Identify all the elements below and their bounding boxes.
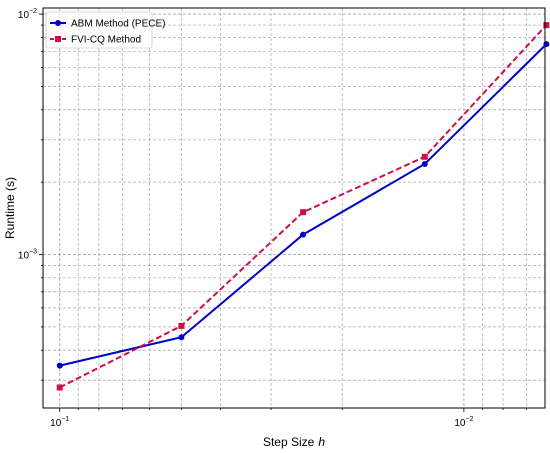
- y-tick-label: 10−3: [18, 249, 37, 262]
- series-1: [56, 41, 550, 369]
- x-tick-label: 10−1: [50, 416, 69, 429]
- x-tick-label-exponent: −1: [61, 416, 69, 423]
- data-point: [543, 41, 550, 48]
- grid: [43, 8, 545, 408]
- y-tick-label-base: 10: [18, 251, 30, 262]
- x-axis-label-variable: h: [318, 435, 325, 449]
- legend-swatch-marker: [55, 20, 61, 26]
- legend-label: ABM Method (PECE): [71, 19, 165, 30]
- legend-label: FVI-CQ Method: [71, 35, 141, 46]
- legend-box: [45, 11, 153, 49]
- legend-item: ABM Method (PECE): [50, 19, 165, 30]
- x-axis-label: Step Size h: [263, 435, 325, 449]
- series-layer: [56, 22, 550, 391]
- y-tick-label-exponent: −2: [29, 8, 37, 15]
- data-point: [421, 153, 428, 160]
- y-tick-label: 10−2: [18, 8, 37, 21]
- y-axis-label: Runtime (s): [3, 177, 17, 239]
- ticks: 10−1 10−210−310−2: [18, 8, 527, 429]
- y-tick-label-base: 10: [18, 10, 30, 21]
- plot-frame: [42, 7, 546, 409]
- data-point: [421, 160, 428, 167]
- data-point: [178, 334, 185, 341]
- data-point: [178, 322, 185, 329]
- data-point: [300, 231, 307, 238]
- x-axis-label-text: Step Size: [263, 435, 315, 449]
- data-point: [56, 384, 63, 391]
- y-tick-label-exponent: −3: [29, 249, 37, 256]
- series-2: [56, 22, 550, 391]
- series-line: [59, 43, 548, 367]
- legend-item: FVI-CQ Method: [50, 35, 141, 46]
- x-tick-label: 10−2: [454, 416, 473, 429]
- data-point: [56, 362, 63, 369]
- x-tick-label-base: 10: [50, 418, 62, 429]
- x-tick-label-base: 10: [454, 418, 466, 429]
- series-line: [59, 24, 548, 389]
- legend-swatch-marker: [55, 36, 61, 42]
- x-tick-label-exponent: −2: [465, 416, 473, 423]
- data-point: [300, 209, 307, 216]
- legend: ABM Method (PECE) FVI-CQ Method: [45, 11, 165, 49]
- data-point: [543, 22, 550, 29]
